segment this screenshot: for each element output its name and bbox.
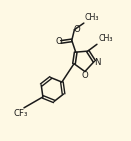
Text: O: O <box>82 71 89 80</box>
Text: O: O <box>73 25 80 34</box>
Text: CH₃: CH₃ <box>85 13 99 22</box>
Text: CH₃: CH₃ <box>98 34 113 43</box>
Text: N: N <box>94 58 101 67</box>
Text: CF₃: CF₃ <box>14 109 28 118</box>
Text: O: O <box>55 37 62 46</box>
